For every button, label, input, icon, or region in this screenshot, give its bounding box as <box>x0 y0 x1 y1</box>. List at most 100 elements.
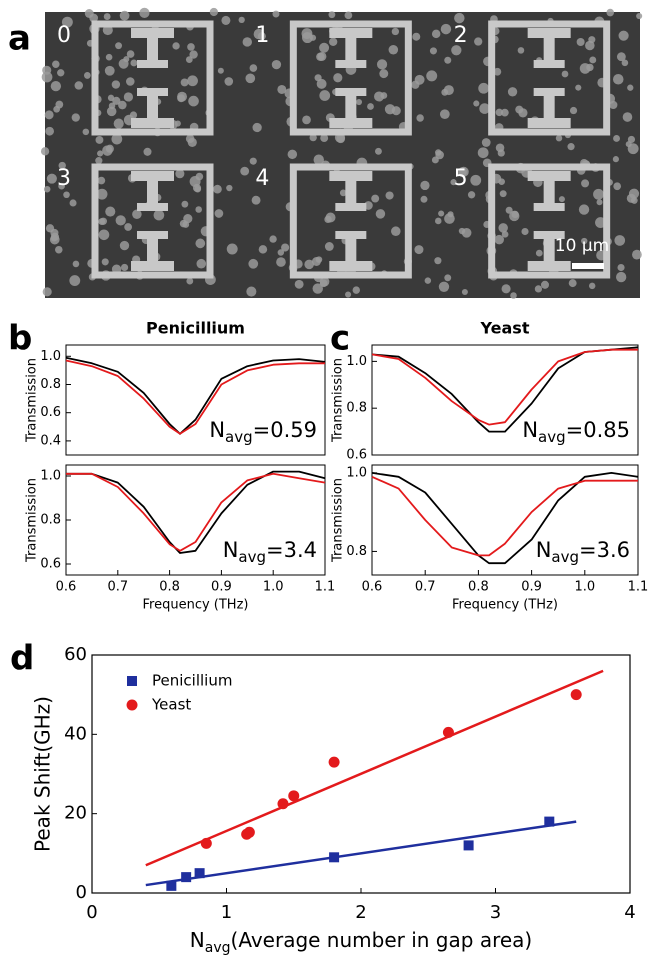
y-tick-label: 40 <box>64 723 87 744</box>
particle <box>478 82 490 94</box>
particle <box>174 120 181 127</box>
particle <box>616 271 627 283</box>
x-tick-label: 1.0 <box>263 580 284 595</box>
particle <box>501 230 509 238</box>
particle <box>555 134 563 142</box>
particle <box>221 15 231 25</box>
tile-label: 0 <box>57 23 71 48</box>
particle <box>567 143 575 151</box>
particle <box>249 64 258 72</box>
particle <box>242 37 252 47</box>
particle <box>509 210 520 222</box>
particle <box>569 106 578 115</box>
particle <box>444 213 455 224</box>
fit-line <box>145 820 577 887</box>
particle <box>213 184 222 194</box>
particle <box>622 112 633 122</box>
resonator-gap <box>131 28 174 128</box>
sem-image: 0 1 2 3 4 5 10 µm <box>40 7 643 299</box>
particle <box>95 136 104 144</box>
annotation-part: =0.59 <box>253 418 317 442</box>
annotation: Navg=0.59 <box>209 418 317 446</box>
particle <box>518 108 528 118</box>
particle <box>123 92 134 102</box>
particle <box>277 249 285 256</box>
particle <box>521 227 529 236</box>
particle <box>388 44 399 55</box>
x-tick-label: 0.9 <box>211 580 232 595</box>
particle <box>115 42 123 50</box>
particle <box>185 56 193 63</box>
particle <box>429 47 437 55</box>
annotation-part: =3.6 <box>579 538 630 562</box>
particle <box>319 279 328 288</box>
particle <box>130 59 138 67</box>
particle <box>143 147 152 156</box>
particle <box>195 206 202 213</box>
resonator-gap <box>527 171 571 271</box>
particle <box>384 104 396 115</box>
particle <box>581 179 590 188</box>
particle <box>329 37 338 46</box>
particle <box>195 238 206 249</box>
x-axis-label: Frequency (THz) <box>452 598 558 613</box>
particle <box>626 193 636 203</box>
particle <box>454 12 465 24</box>
particle <box>319 42 330 53</box>
annotation-part: avg <box>551 548 579 566</box>
particle <box>69 199 77 207</box>
particle <box>113 118 124 129</box>
particle <box>112 96 121 105</box>
particle <box>105 206 116 217</box>
particle <box>507 87 518 97</box>
particle <box>41 71 53 83</box>
particle <box>186 277 194 285</box>
resonator-frame <box>488 20 611 136</box>
particle <box>416 114 424 122</box>
legend-marker <box>127 676 137 686</box>
y-tick-label: 0 <box>76 882 87 903</box>
particle <box>55 245 63 254</box>
annotation: Navg=0.85 <box>522 418 630 446</box>
y-tick-label: 1.0 <box>346 465 367 480</box>
particle <box>224 77 234 86</box>
particle <box>111 133 123 145</box>
particle <box>277 84 287 94</box>
particle <box>596 199 603 206</box>
particle <box>120 263 129 272</box>
tile-label: 2 <box>454 23 468 48</box>
particle <box>240 166 250 176</box>
particle <box>196 258 207 269</box>
y-tick-label: 0.4 <box>40 433 61 448</box>
plot-frame <box>65 344 326 456</box>
particle <box>495 143 505 153</box>
particle <box>180 78 189 87</box>
particle <box>40 147 50 156</box>
annotation-part: N <box>209 418 225 442</box>
particle <box>558 196 565 203</box>
particle <box>627 84 634 91</box>
particle <box>339 189 347 197</box>
data-point <box>288 790 300 802</box>
particle <box>444 274 452 282</box>
particle <box>50 228 59 237</box>
particle <box>139 7 150 18</box>
particle <box>434 257 442 265</box>
data-point <box>442 726 454 738</box>
particle <box>97 176 106 185</box>
particle <box>505 206 513 214</box>
particle <box>42 287 52 297</box>
particle <box>187 75 198 87</box>
particle <box>194 185 202 193</box>
particle <box>320 134 329 143</box>
particle <box>183 214 193 224</box>
particle <box>309 133 317 142</box>
particle <box>96 188 108 200</box>
x-axis-label-part: N <box>190 928 205 952</box>
x-tick-label: 1.1 <box>315 580 336 595</box>
particle <box>251 195 261 205</box>
particle <box>380 92 388 99</box>
data-point <box>181 872 192 883</box>
particle <box>391 27 400 36</box>
x-tick-label: 4 <box>624 902 635 923</box>
